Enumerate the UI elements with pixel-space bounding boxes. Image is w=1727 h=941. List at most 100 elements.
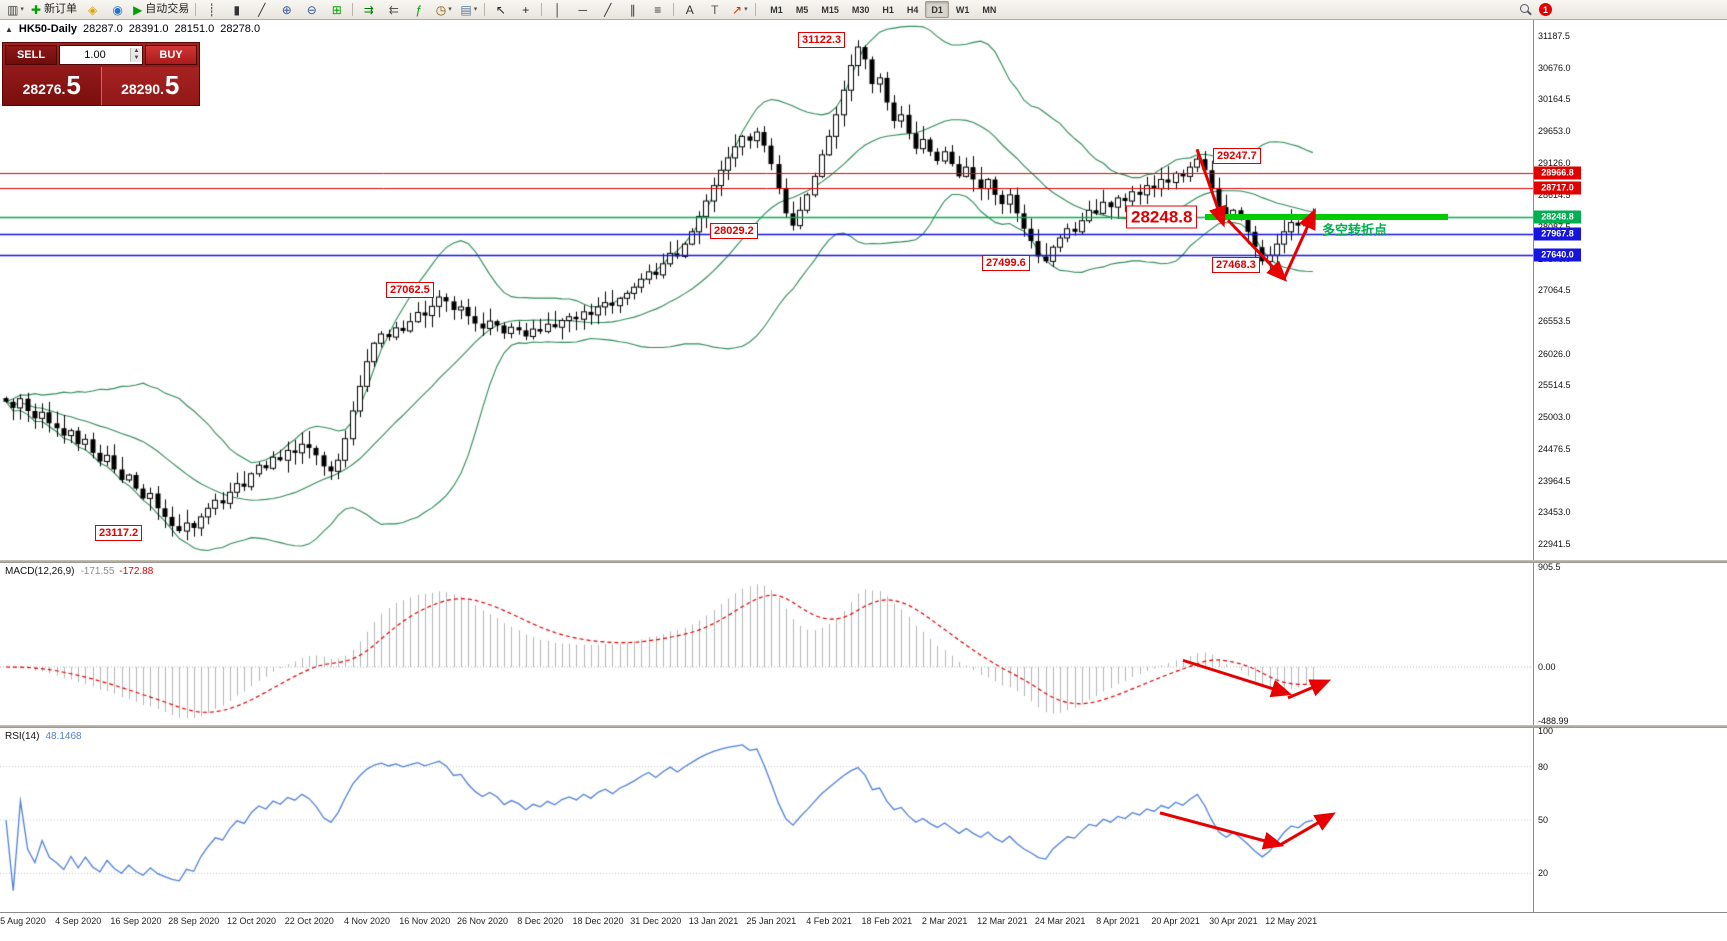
chevron-down-icon: ▾	[473, 6, 478, 13]
panel-separator-macd[interactable]	[0, 560, 1727, 563]
macd-panel-canvas[interactable]	[0, 563, 1533, 725]
support-zone-bar[interactable]	[1205, 214, 1448, 221]
line-chart-button[interactable]: ╱	[249, 0, 274, 19]
price-annotation[interactable]: 27468.3	[1212, 257, 1260, 274]
periods-button[interactable]: ◷ ▾	[431, 0, 456, 19]
bid-price[interactable]: 28276. 5	[3, 67, 101, 105]
rsi-label-row: RSI(14) 48.1468	[5, 731, 82, 742]
templates-button[interactable]: ▤ ▾	[456, 0, 481, 19]
price-tick: 29126.0	[1538, 158, 1571, 169]
date-label: 8 Dec 2020	[517, 916, 564, 926]
periods-icon: ◷	[435, 2, 447, 17]
toolbar-separator	[484, 3, 486, 16]
price-tick: 26553.5	[1538, 316, 1571, 327]
price-annotation[interactable]: 27062.5	[386, 282, 434, 299]
timeframe-h4[interactable]: H4	[906, 4, 919, 15]
cn-annotation-text: 多空转折点	[1322, 222, 1388, 238]
candlestick-button[interactable]: ▮	[224, 0, 249, 19]
macd-tick: 0.00	[1538, 661, 1556, 672]
metaeditor-button[interactable]: ◈	[80, 0, 105, 19]
fibonacci-button[interactable]: ≡	[645, 0, 670, 19]
auto-scroll-button[interactable]: ⇉	[356, 0, 381, 19]
one-click-toggle-icon[interactable]: ▲	[5, 24, 13, 34]
new-order-button[interactable]: ✚ 新订单	[28, 0, 80, 19]
timeframe-m30[interactable]: M30	[851, 4, 870, 15]
tile-windows-button[interactable]: ⊞	[324, 0, 349, 19]
price-annotation[interactable]: 31122.3	[798, 32, 846, 49]
price-annotation[interactable]: 29247.7	[1213, 147, 1261, 164]
timeframe-h1[interactable]: H1	[882, 4, 894, 15]
auto-trading-button[interactable]: ▶ 自动交易	[130, 0, 192, 19]
date-label: 12 May 2021	[1265, 916, 1318, 926]
price-annotation[interactable]: 28248.8	[1126, 205, 1198, 229]
rsi-tick: 50	[1538, 815, 1549, 825]
zoom-in-button[interactable]: ⊕	[274, 0, 299, 19]
fibonacci-icon: ≡	[654, 2, 662, 17]
toolbar-separator	[195, 3, 197, 16]
ask-price-big: 5	[164, 70, 180, 100]
timeframe-d1[interactable]: D1	[925, 1, 949, 18]
timeframe-m1[interactable]: M1	[770, 4, 783, 15]
price-tick: 23964.5	[1538, 475, 1571, 486]
cursor-button[interactable]: ↖	[488, 0, 513, 19]
macd-label-row: MACD(12,26,9) -171.55 -172.88	[5, 566, 153, 577]
macd-tick: 905.5	[1538, 562, 1561, 572]
timeframe-m15[interactable]: M15	[821, 4, 839, 15]
rsi-label: RSI(14)	[5, 731, 40, 742]
close-value: 28278.0	[220, 23, 261, 35]
line-chart-icon: ╱	[258, 2, 266, 17]
date-label: 25 Jan 2021	[746, 916, 797, 926]
charts-icon: ▥	[7, 2, 19, 17]
new-order-button-label: 新订单	[44, 3, 78, 15]
market-watch-button[interactable]: ◉	[105, 0, 130, 19]
search-icon[interactable]	[1520, 3, 1533, 16]
price-tick: 25003.0	[1538, 411, 1571, 422]
charts-button[interactable]: ▥ ▾	[3, 0, 28, 19]
channel-button[interactable]: ∥	[620, 0, 645, 19]
time-axis-border	[0, 912, 1727, 913]
crosshair-button[interactable]: +	[513, 0, 538, 19]
zoom-out-button[interactable]: ⊖	[299, 0, 324, 19]
toolbar: ▥ ▾ ✚ 新订单 ◈ ◉ ▶ 自动交易 ┊ ▮ ╱ ⊕ ⊖ ⊞ ⇉ ⇇ ƒ ◷ ▾ ▤ ▾ ↖ + │ ─ ╱ ∥ ≡ A T ↗ ▾ M1…	[0, 0, 1727, 20]
sell-button[interactable]: SELL	[5, 45, 57, 65]
price-tick: 29653.0	[1538, 125, 1571, 136]
cursor-icon: ↖	[495, 2, 506, 17]
date-label: 4 Sep 2020	[55, 916, 102, 926]
level-price-label: 28248.8	[1534, 210, 1581, 224]
main-chart-canvas[interactable]	[0, 20, 1533, 560]
price-tick: 30676.0	[1538, 62, 1571, 73]
notifications-badge[interactable]: 1	[1539, 3, 1552, 16]
trendline-button[interactable]: ╱	[595, 0, 620, 19]
date-label: 8 Apr 2021	[1096, 916, 1140, 926]
volume-down-icon[interactable]: ▼	[131, 55, 142, 62]
date-label: 28 Sep 2020	[168, 916, 220, 926]
vertical-line-button[interactable]: │	[545, 0, 570, 19]
level-price-label: 27967.8	[1534, 227, 1581, 241]
bid-price-main: 28276.	[22, 81, 66, 97]
bar-chart-icon: ┊	[208, 2, 216, 17]
label-button[interactable]: T	[702, 0, 727, 19]
panel-separator-rsi[interactable]	[0, 725, 1727, 728]
ask-price[interactable]: 28290. 5	[100, 67, 199, 105]
shapes-button[interactable]: ↗ ▾	[727, 0, 752, 19]
new-order-icon: ✚	[31, 2, 42, 17]
date-label: 26 Nov 2020	[456, 916, 509, 926]
timeframe-m5[interactable]: M5	[795, 4, 809, 15]
timeframe-mn[interactable]: MN	[982, 4, 997, 15]
timeframe-w1[interactable]: W1	[955, 4, 970, 15]
chart-shift-button[interactable]: ⇇	[381, 0, 406, 19]
auto-trading-button-label: 自动交易	[145, 3, 190, 15]
horizontal-line-button[interactable]: ─	[570, 0, 595, 19]
buy-button[interactable]: BUY	[145, 45, 197, 65]
bar-chart-button[interactable]: ┊	[199, 0, 224, 19]
price-annotation[interactable]: 27499.6	[982, 255, 1030, 272]
volume-input[interactable]	[60, 47, 130, 63]
indicators-button[interactable]: ƒ	[406, 0, 431, 19]
date-label: 16 Sep 2020	[110, 916, 162, 926]
text-button[interactable]: A	[677, 0, 702, 19]
price-annotation[interactable]: 23117.2	[95, 525, 143, 542]
volume-up-icon[interactable]: ▲	[131, 48, 142, 55]
rsi-panel-canvas[interactable]	[0, 728, 1533, 912]
horizontal-line-icon: ─	[578, 2, 588, 17]
price-annotation[interactable]: 28029.2	[710, 222, 758, 239]
